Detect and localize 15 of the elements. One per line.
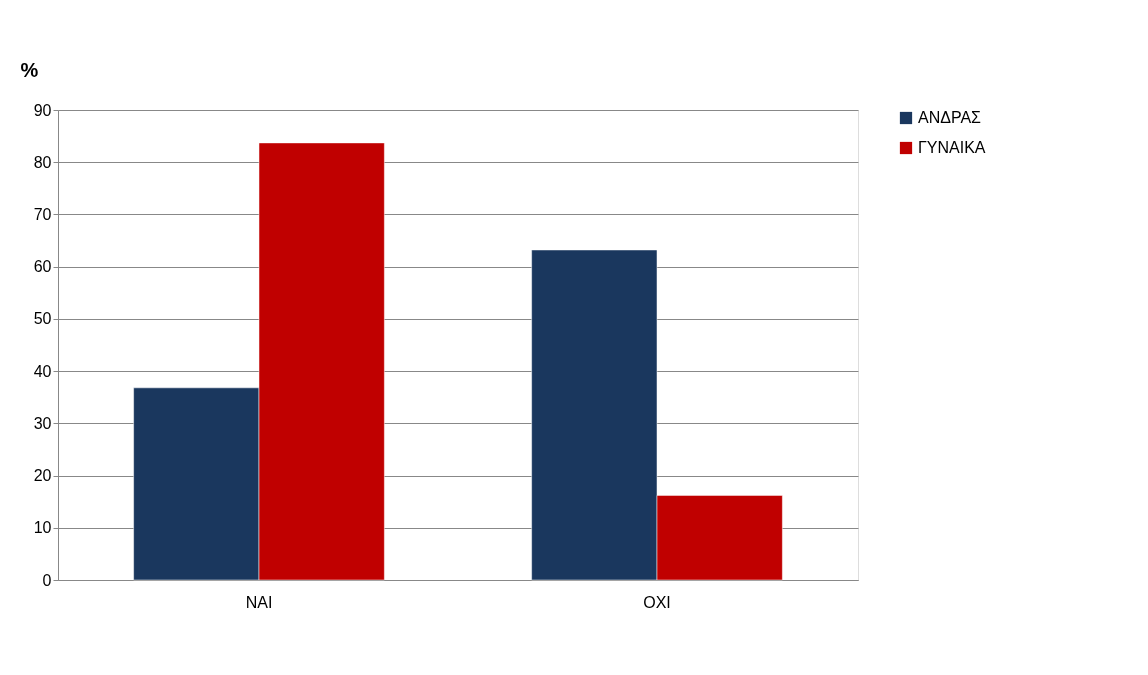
y-tick-label: 50: [33, 310, 52, 328]
x-tick-label: ΟΧΙ: [643, 593, 671, 611]
y-tick-label: 90: [33, 101, 52, 119]
y-tick-label: 0: [42, 571, 52, 589]
x-tick-label: ΝΑΙ: [245, 593, 273, 611]
legend-label: ΓΥΝΑΙΚΑ: [918, 139, 986, 156]
y-tick-label: 70: [33, 205, 52, 223]
y-tick-label: 60: [33, 258, 52, 276]
y-tick-label: 30: [33, 414, 52, 432]
y-axis-title: %: [20, 58, 39, 81]
y-tick-label: 80: [33, 153, 52, 171]
y-tick-label: 10: [33, 519, 52, 537]
y-tick-label: 20: [33, 467, 52, 485]
y-tick-label: 40: [33, 362, 52, 380]
legend-label: ΑΝΔΡΑΣ: [918, 109, 982, 126]
